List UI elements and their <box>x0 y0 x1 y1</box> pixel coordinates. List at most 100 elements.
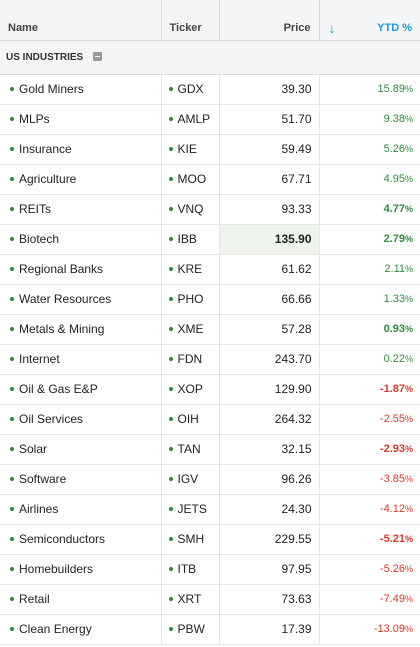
ticker-cell[interactable]: AMLP <box>161 104 220 135</box>
ticker-symbol[interactable]: TAN <box>177 442 201 456</box>
industry-name-cell[interactable]: Semiconductors <box>0 524 162 555</box>
industry-name-cell[interactable]: Internet <box>0 344 162 375</box>
ticker-cell[interactable]: KRE <box>161 254 220 285</box>
ticker-symbol[interactable]: JETS <box>177 502 207 516</box>
ticker-symbol[interactable]: IBB <box>177 232 197 246</box>
industry-name-cell[interactable]: REITs <box>0 194 162 225</box>
industry-name-cell[interactable]: Software <box>0 464 162 495</box>
industry-name[interactable]: Clean Energy <box>19 622 92 636</box>
industry-name[interactable]: Retail <box>19 592 50 606</box>
table-row[interactable]: Regional Banks KRE 61.62 2.11% <box>0 254 420 285</box>
ticker-symbol[interactable]: ITB <box>177 562 197 576</box>
ticker-symbol[interactable]: KRE <box>177 262 203 276</box>
table-row[interactable]: Clean Energy PBW 17.39 -13.09% <box>0 614 420 645</box>
industry-name[interactable]: Gold Miners <box>19 82 84 96</box>
ticker-cell[interactable]: IGV <box>161 464 220 495</box>
ticker-cell[interactable]: VNQ <box>161 194 220 225</box>
industry-name[interactable]: Software <box>19 472 67 486</box>
industry-name[interactable]: Biotech <box>19 232 60 246</box>
ticker-symbol[interactable]: GDX <box>177 82 204 96</box>
table-row[interactable]: REITs VNQ 93.33 4.77% <box>0 194 420 225</box>
ticker-cell[interactable]: GDX <box>161 74 220 105</box>
ticker-cell[interactable]: JETS <box>161 494 220 525</box>
industry-name-cell[interactable]: Water Resources <box>0 284 162 315</box>
industry-name-cell[interactable]: Homebuilders <box>0 554 162 585</box>
ticker-symbol[interactable]: AMLP <box>177 112 211 126</box>
ticker-symbol[interactable]: KIE <box>177 142 197 156</box>
industry-name-cell[interactable]: Metals & Mining <box>0 314 162 345</box>
industry-name-cell[interactable]: Insurance <box>0 134 162 165</box>
table-row[interactable]: Software IGV 96.26 -3.85% <box>0 464 420 495</box>
table-row[interactable]: Agriculture MOO 67.71 4.95% <box>0 164 420 195</box>
column-header-ytd[interactable]: ↓ YTD % <box>319 0 420 41</box>
ticker-symbol[interactable]: OIH <box>177 412 199 426</box>
ticker-cell[interactable]: XME <box>161 314 220 345</box>
industry-name[interactable]: Internet <box>19 352 60 366</box>
industry-name[interactable]: Homebuilders <box>19 562 94 576</box>
ticker-symbol[interactable]: IGV <box>177 472 199 486</box>
ticker-cell[interactable]: OIH <box>161 404 220 435</box>
table-row[interactable]: Oil Services OIH 264.32 -2.55% <box>0 404 420 435</box>
industry-name[interactable]: Solar <box>19 442 48 456</box>
industry-name[interactable]: Insurance <box>19 142 72 156</box>
industry-name-cell[interactable]: Solar <box>0 434 162 465</box>
industry-name-cell[interactable]: Airlines <box>0 494 162 525</box>
ticker-symbol[interactable]: XRT <box>177 592 202 606</box>
ticker-cell[interactable]: KIE <box>161 134 220 165</box>
industry-name[interactable]: Regional Banks <box>19 262 104 276</box>
ticker-cell[interactable]: XOP <box>161 374 220 405</box>
ticker-cell[interactable]: FDN <box>161 344 220 375</box>
sort-descending-icon[interactable]: ↓ <box>328 19 336 36</box>
industry-name[interactable]: REITs <box>19 202 52 216</box>
table-row[interactable]: Metals & Mining XME 57.28 0.93% <box>0 314 420 345</box>
table-row[interactable]: Internet FDN 243.70 0.22% <box>0 344 420 375</box>
ticker-symbol[interactable]: XME <box>177 322 204 336</box>
column-header-price[interactable]: Price <box>219 0 320 41</box>
ticker-symbol[interactable]: XOP <box>177 382 203 396</box>
table-row[interactable]: Solar TAN 32.15 -2.93% <box>0 434 420 465</box>
ticker-cell[interactable]: MOO <box>161 164 220 195</box>
table-row[interactable]: Water Resources PHO 66.66 1.33% <box>0 284 420 315</box>
industry-name-cell[interactable]: Biotech <box>0 224 162 255</box>
table-row[interactable]: Biotech IBB 135.90 2.79% <box>0 224 420 255</box>
industry-name[interactable]: Water Resources <box>19 292 112 306</box>
ticker-cell[interactable]: PBW <box>161 614 220 645</box>
table-row[interactable]: MLPs AMLP 51.70 9.38% <box>0 104 420 135</box>
table-row[interactable]: Homebuilders ITB 97.95 -5.26% <box>0 554 420 585</box>
industry-name[interactable]: MLPs <box>19 112 50 126</box>
table-row[interactable]: Gold Miners GDX 39.30 15.89% <box>0 74 420 105</box>
industry-name-cell[interactable]: Clean Energy <box>0 614 162 645</box>
industry-name[interactable]: Metals & Mining <box>19 322 105 336</box>
ticker-cell[interactable]: IBB <box>161 224 220 255</box>
industry-name[interactable]: Airlines <box>19 502 59 516</box>
industry-name-cell[interactable]: Retail <box>0 584 162 615</box>
industry-name-cell[interactable]: Regional Banks <box>0 254 162 285</box>
ticker-symbol[interactable]: VNQ <box>177 202 204 216</box>
ticker-cell[interactable]: PHO <box>161 284 220 315</box>
industry-name-cell[interactable]: Agriculture <box>0 164 162 195</box>
ticker-symbol[interactable]: SMH <box>177 532 205 546</box>
industry-name[interactable]: Agriculture <box>19 172 77 186</box>
ticker-symbol[interactable]: PHO <box>177 292 204 306</box>
ticker-cell[interactable]: XRT <box>161 584 220 615</box>
industry-name-cell[interactable]: Oil & Gas E&P <box>0 374 162 405</box>
table-row[interactable]: Oil & Gas E&P XOP 129.90 -1.87% <box>0 374 420 405</box>
column-header-ticker[interactable]: Ticker <box>161 0 220 41</box>
table-row[interactable]: Insurance KIE 59.49 5.26% <box>0 134 420 165</box>
industry-name-cell[interactable]: Gold Miners <box>0 74 162 105</box>
ticker-cell[interactable]: SMH <box>161 524 220 555</box>
industry-name[interactable]: Oil & Gas E&P <box>19 382 98 396</box>
industry-name-cell[interactable]: MLPs <box>0 104 162 135</box>
industry-name[interactable]: Oil Services <box>19 412 84 426</box>
table-row[interactable]: Retail XRT 73.63 -7.49% <box>0 584 420 615</box>
ticker-cell[interactable]: ITB <box>161 554 220 585</box>
industry-name-cell[interactable]: Oil Services <box>0 404 162 435</box>
collapse-icon[interactable] <box>93 52 103 61</box>
column-header-name[interactable]: Name <box>0 0 162 41</box>
table-row[interactable]: Semiconductors SMH 229.55 -5.21% <box>0 524 420 555</box>
ticker-symbol[interactable]: PBW <box>177 622 205 636</box>
ticker-cell[interactable]: TAN <box>161 434 220 465</box>
table-row[interactable]: Airlines JETS 24.30 -4.12% <box>0 494 420 525</box>
ticker-symbol[interactable]: FDN <box>177 352 203 366</box>
ticker-symbol[interactable]: MOO <box>177 172 207 186</box>
